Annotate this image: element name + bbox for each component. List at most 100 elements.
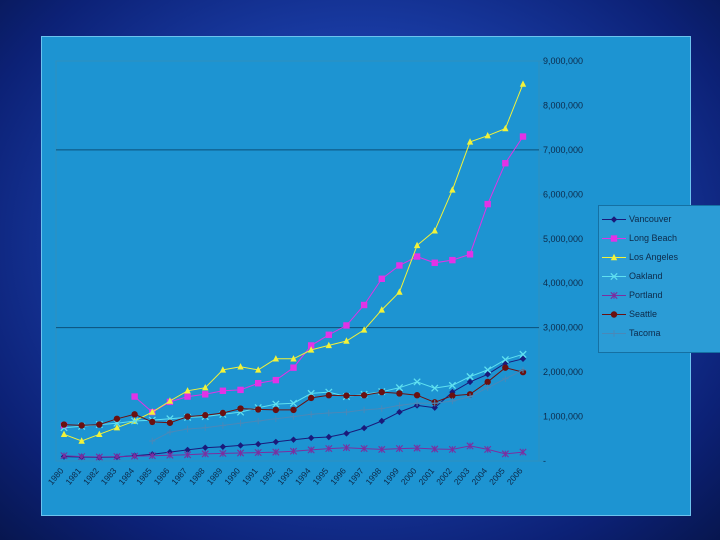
legend-label: Seattle [629, 309, 658, 319]
data-point [395, 444, 404, 453]
data-point [272, 415, 280, 422]
legend-item-los-angeles: Los Angeles [599, 250, 720, 265]
data-point [449, 397, 456, 405]
data-point [610, 216, 618, 223]
data-point [610, 235, 618, 242]
data-point [466, 138, 474, 145]
data-point [184, 413, 191, 420]
data-point [131, 452, 139, 460]
data-point [519, 350, 527, 358]
data-point [113, 415, 121, 422]
data-point [343, 408, 350, 416]
data-point [413, 378, 421, 386]
data-point [96, 430, 103, 438]
legend-label: Long Beach [629, 233, 678, 243]
data-point [343, 337, 350, 344]
data-point [396, 402, 403, 409]
data-point [610, 253, 618, 261]
legend-item-vancouver: Vancouver [599, 212, 720, 227]
data-point [237, 420, 244, 427]
data-point [148, 452, 156, 460]
y-tick-label: - [543, 456, 546, 466]
data-point [78, 437, 85, 444]
legend-item-tacoma: Tacoma [599, 326, 720, 341]
data-point [113, 452, 121, 461]
data-point [95, 453, 103, 461]
data-point [237, 363, 244, 370]
data-point [219, 409, 227, 417]
data-point [272, 406, 280, 414]
data-point [78, 452, 86, 461]
data-point [519, 448, 527, 456]
data-point [202, 412, 209, 419]
data-point [484, 445, 492, 454]
data-point [448, 445, 456, 454]
data-point [131, 393, 138, 400]
data-point [202, 383, 209, 391]
data-point [60, 452, 68, 460]
data-point [130, 417, 139, 425]
y-tick-label: 4,000,000 [543, 278, 583, 288]
chart-panel: - 1,000,000 2,000,000 3,000,000 4,000,000 5,0… [41, 36, 720, 516]
x-tick-label: 1980 [46, 466, 66, 487]
series-line-tacoma [152, 369, 524, 442]
data-point [236, 449, 245, 457]
data-point [219, 443, 227, 450]
data-point [113, 423, 121, 431]
data-point [219, 422, 227, 429]
data-point [466, 442, 474, 450]
data-point [254, 380, 262, 387]
x-tick-label: 1994 [293, 466, 313, 487]
legend-swatch [602, 330, 626, 337]
y-tick-label: 2,000,000 [543, 367, 583, 377]
data-point [484, 200, 491, 208]
x-tick-label: 1984 [116, 466, 136, 487]
data-point [466, 251, 474, 258]
data-point [219, 387, 227, 394]
data-point [431, 404, 438, 411]
x-tick-label: 2006 [505, 466, 525, 487]
data-point [378, 388, 385, 396]
data-point [360, 424, 368, 432]
legend-item-portland: Portland [599, 288, 720, 303]
legend-swatch [602, 235, 626, 242]
data-point [272, 448, 280, 456]
data-point [360, 444, 368, 453]
series-los-angeles [60, 80, 527, 444]
x-tick-label: 1982 [81, 466, 101, 487]
data-point [378, 275, 385, 282]
y-tick-label: 8,000,000 [543, 100, 583, 110]
data-point [343, 430, 350, 437]
data-point [272, 355, 280, 362]
y-tick-label: 6,000,000 [543, 189, 583, 199]
data-point [413, 444, 421, 452]
data-point [360, 326, 368, 333]
data-point [307, 346, 315, 353]
x-tick-label: 1995 [311, 466, 331, 487]
legend-swatch [602, 291, 626, 300]
data-point [431, 400, 438, 407]
y-tick-label: 3,000,000 [543, 323, 583, 333]
data-point [501, 450, 509, 458]
y-tick-label: 1,000,000 [543, 412, 583, 422]
data-point [325, 409, 333, 417]
data-point [466, 372, 474, 381]
data-point [413, 400, 421, 407]
x-tick-label: 1993 [275, 466, 295, 487]
x-tick-label: 2000 [399, 466, 419, 487]
data-point [290, 364, 297, 371]
x-tick-label: 2001 [416, 466, 436, 487]
data-point [325, 331, 333, 338]
data-point [131, 411, 138, 418]
data-point [431, 384, 439, 392]
data-point [219, 449, 227, 458]
data-point [60, 430, 68, 438]
data-point [325, 341, 333, 349]
data-point [254, 448, 262, 457]
y-tick-label: 7,000,000 [543, 145, 583, 155]
y-tick-label: 9,000,000 [543, 56, 583, 66]
data-point [343, 392, 350, 399]
series-tacoma [149, 366, 527, 445]
x-tick-label: 1991 [240, 466, 260, 487]
data-point [290, 413, 297, 420]
